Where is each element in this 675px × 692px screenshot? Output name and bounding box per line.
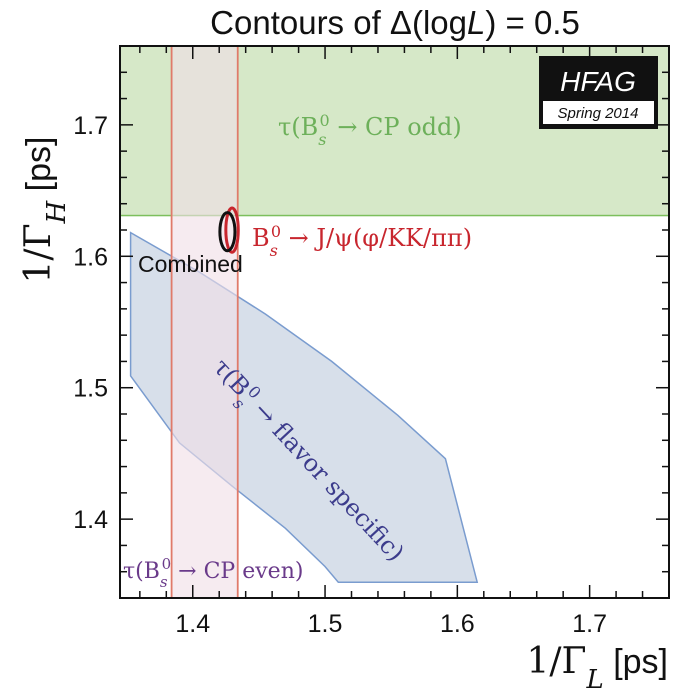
x-tick-label: 1.7 xyxy=(572,610,607,638)
axis-tick-labels: 1.4 1.5 1.6 1.7 1.4 1.5 1.6 1.7 xyxy=(73,112,607,638)
jpsi-label: Bs0 → J/ψ(φ/KK/ππ) xyxy=(252,222,472,260)
axis-ticks xyxy=(120,45,670,599)
y-tick-label: 1.6 xyxy=(73,243,108,271)
plot-frame xyxy=(119,45,670,599)
y-axis-label: 1/ΓH [ps] xyxy=(18,137,72,284)
chart-title: Contours of Δ(logL) = 0.5 xyxy=(210,4,580,41)
hfag-logo: HFAG Spring 2014 xyxy=(539,56,658,129)
hfag-logo-title: HFAG xyxy=(560,66,636,97)
combined-label: Combined xyxy=(138,251,243,277)
x-tick-label: 1.4 xyxy=(175,610,210,638)
plot-ellipses xyxy=(218,206,240,254)
y-tick-label: 1.4 xyxy=(73,506,108,534)
x-axis-label: 1/ΓL [ps] xyxy=(526,641,668,692)
x-tick-label: 1.5 xyxy=(308,610,343,638)
cp-even-band xyxy=(170,46,239,598)
combined-contour xyxy=(218,211,237,253)
y-tick-label: 1.7 xyxy=(73,112,108,140)
y-tick-label: 1.5 xyxy=(73,375,108,403)
x-tick-label: 1.6 xyxy=(440,610,475,638)
hfag-logo-subtitle: Spring 2014 xyxy=(558,105,639,122)
jpsi-contour xyxy=(224,206,240,254)
